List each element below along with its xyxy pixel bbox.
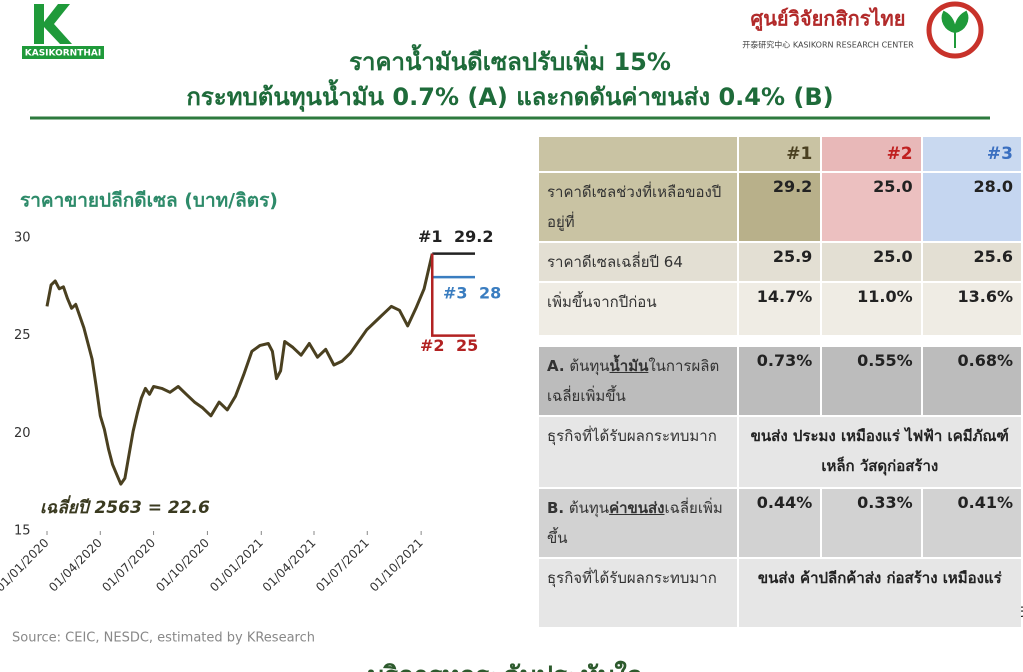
logo-text: KASIKORNTHAI (25, 49, 101, 59)
x-tick-label: 01/10/2021 (367, 536, 426, 595)
cell: 28.0 (922, 173, 1021, 241)
x-tick-label: 01/04/2020 (46, 536, 105, 595)
center-logo (926, 1, 984, 59)
cell: 0.44% (738, 489, 821, 557)
y-tick-label: 30 (14, 231, 31, 246)
x-tick-label: 01/07/2020 (99, 536, 158, 595)
cell: 29.2 (738, 173, 821, 241)
row-label: เพิ่มขึ้นจากปีก่อน (539, 283, 737, 335)
label-key: ค่าขนส่ง (609, 499, 665, 517)
scenario-line (431, 253, 475, 337)
cell: 25.0 (822, 173, 921, 241)
plot: 1520253001/01/202001/04/202001/07/202001… (0, 227, 501, 594)
price-line (45, 253, 434, 486)
y-tick-label: 20 (14, 426, 31, 441)
scenario-value: 29.2 (454, 227, 493, 246)
scenario-value: 28 (479, 284, 501, 303)
header-cell: #2 (822, 137, 921, 171)
header-cell: #1 (738, 137, 821, 171)
header-cell: #3 (922, 137, 1021, 171)
label-part: ต้นทุน (568, 499, 610, 517)
scenario-name: #1 (418, 227, 443, 246)
row-label: B. ต้นทุนค่าขนส่งเฉลี่ยเพิ่มขึ้น (539, 489, 737, 557)
label-key: น้ำมัน (609, 357, 649, 375)
row-label: ธุรกิจที่ได้รับผลกระทบมาก (539, 559, 737, 627)
cell: 0.41% (922, 489, 1021, 557)
scenario-value: 25 (456, 336, 478, 355)
cell: 0.73% (738, 347, 821, 415)
y-tick-label: 15 (14, 524, 31, 539)
merged-cell: ขนส่ง ค้าปลีกค้าส่ง ก่อสร้าง เหมืองแร่ (738, 559, 1021, 627)
x-tick-label: 01/04/2021 (260, 536, 319, 595)
row-label: ราคาดีเซลช่วงที่เหลือของปี อยู่ที่ (539, 173, 737, 241)
row-label: ราคาดีเซลเฉลี่ยปี 64 (539, 243, 737, 281)
label-prefix: A. (547, 357, 565, 375)
cell: 0.68% (922, 347, 1021, 415)
row-label: A. ต้นทุนน้ำมันในการผลิตเฉลี่ยเพิ่มขึ้น (539, 347, 737, 415)
center-sub: 开泰研究中心 KASIKORN RESEARCH CENTER (742, 40, 914, 50)
cell: 11.0% (822, 283, 921, 335)
cell: 25.0 (822, 243, 921, 281)
subtitle: กระทบต้นทุนน้ำมัน 0.7% (A) และกดดันค่าขน… (186, 78, 833, 113)
scenario-line (431, 253, 475, 279)
label-part: ต้นทุน (569, 357, 610, 375)
source: Source: CEIC, NESDC, estimated by KResea… (12, 631, 315, 646)
scenario-name: #3 (443, 284, 468, 303)
logo-mark (34, 4, 72, 44)
label-part: เฉลี่ยเพิ่มขึ้น (547, 499, 723, 547)
merged-cell: ขนส่ง ประมง เหมืองแร่ ไฟฟ้า เคมีภัณฑ์ เห… (738, 417, 1021, 487)
header-cell (539, 137, 737, 171)
cell: 13.6% (922, 283, 1021, 335)
cell: 0.55% (822, 347, 921, 415)
cell: 25.9 (738, 243, 821, 281)
row-label: ธุรกิจที่ได้รับผลกระทบมาก (539, 417, 737, 487)
label-prefix: B. (547, 499, 565, 517)
label-part: ในการผลิตเฉลี่ยเพิ่มขึ้น (547, 357, 720, 405)
footer: บริการทุกระดับประทับใจ (368, 661, 643, 672)
logo-box (22, 46, 104, 59)
cell: 25.6 (922, 243, 1021, 281)
cell: 0.33% (822, 489, 921, 557)
cell: 14.7% (738, 283, 821, 335)
annotation: เฉลี่ยปี 2563 = 22.6 (40, 495, 210, 518)
y-tick-label: 25 (14, 328, 31, 343)
chart-title: ราคาขายปลีกดีเซล (บาท/ลิตร) (20, 190, 278, 212)
x-tick-label: 01/01/2020 (0, 536, 52, 595)
x-tick-label: 01/07/2021 (313, 536, 372, 595)
center-logo-leaf (941, 10, 969, 48)
center-name: ศูนย์วิจัยกสิกรไทย (751, 7, 906, 33)
scenario-table: #1 #2 #3 ราคาดีเซลช่วงที่เหลือของปี อยู่… (537, 135, 1023, 629)
x-tick-label: 01/01/2021 (207, 536, 266, 595)
title: ราคาน้ำมันดีเซลปรับเพิ่ม 15% (349, 43, 671, 76)
x-tick-label: 01/10/2020 (153, 536, 212, 595)
scenario-name: #2 (420, 336, 445, 355)
